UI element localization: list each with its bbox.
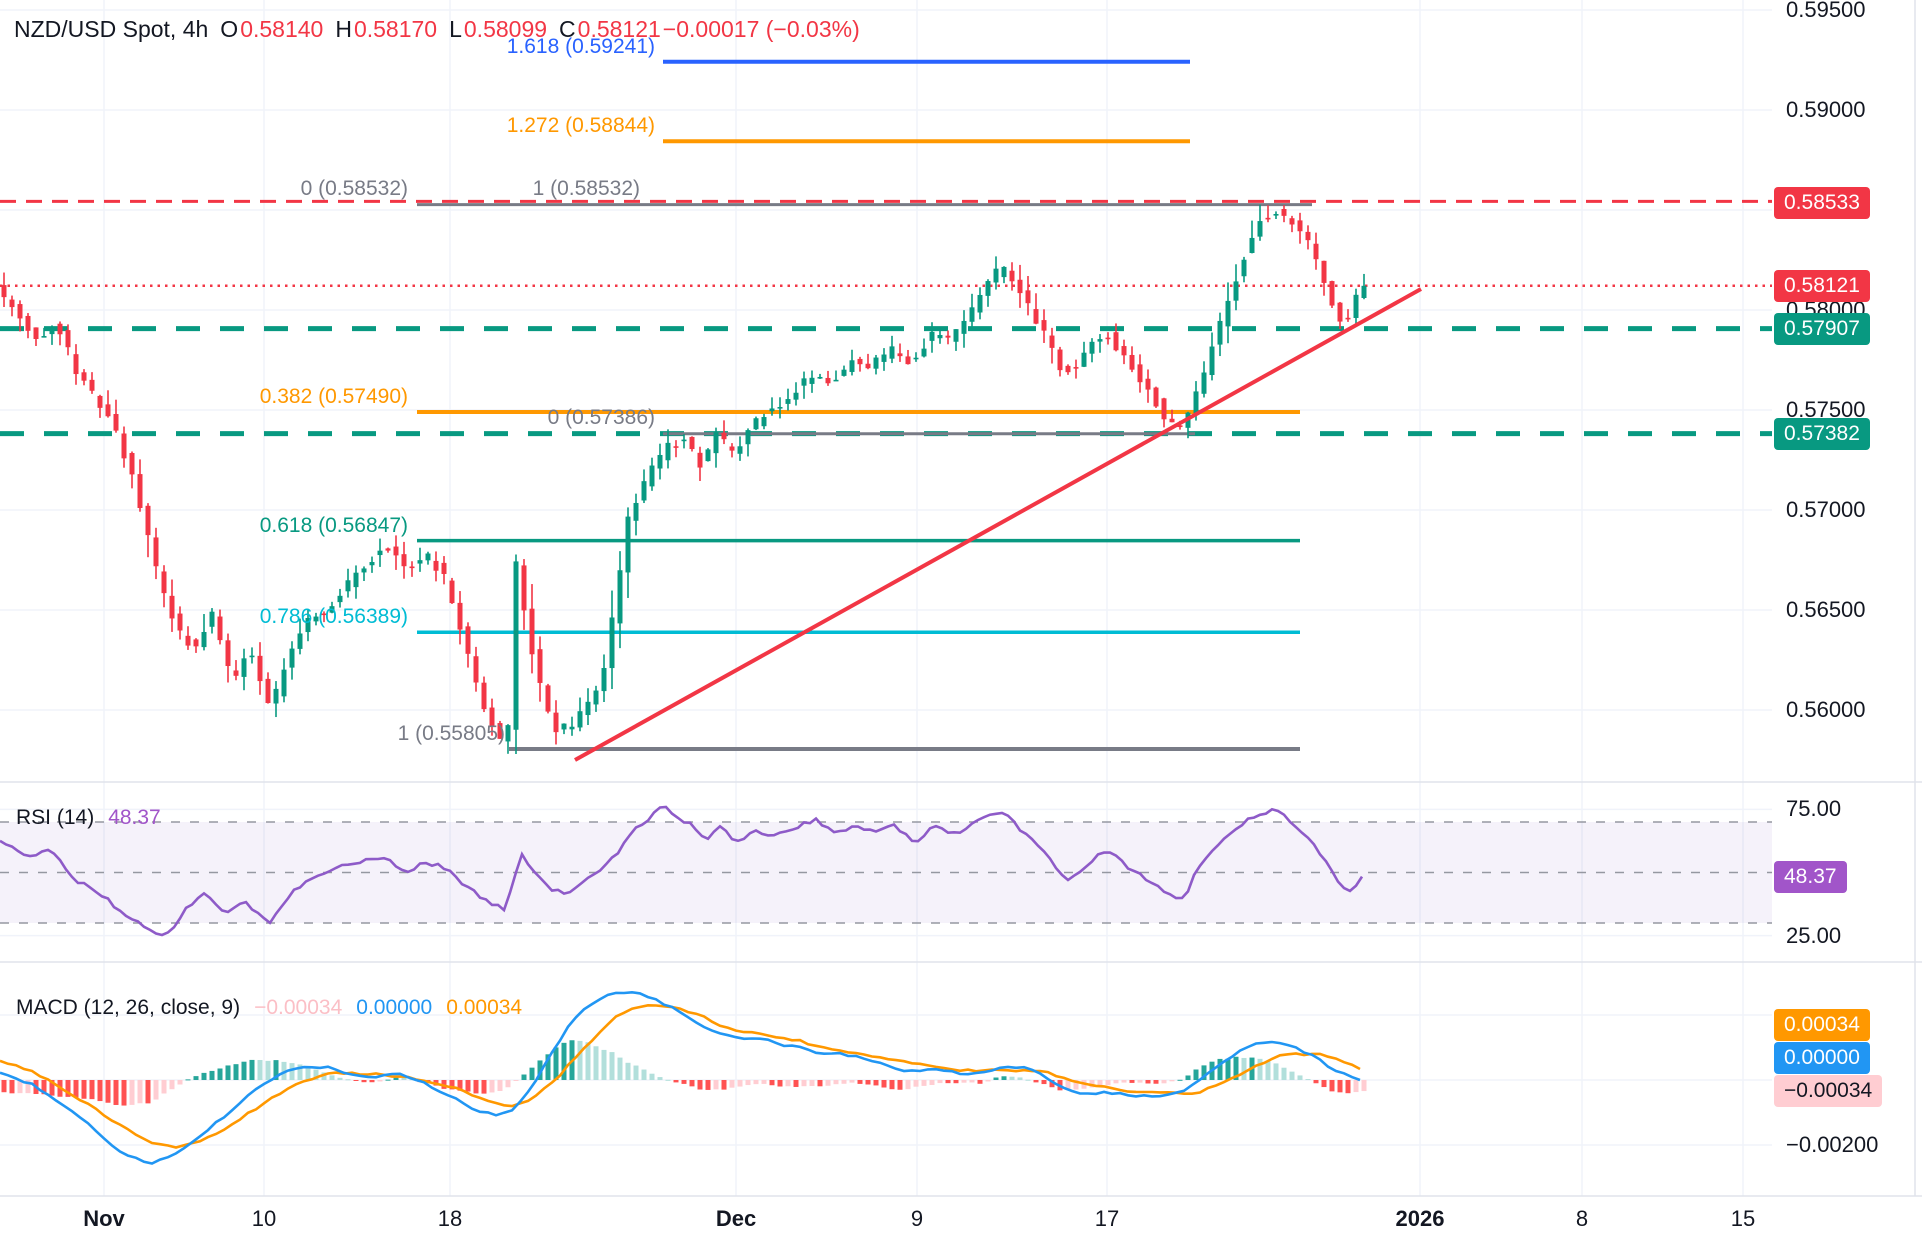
- time-axis-label-8: 8: [1575, 1206, 1589, 1231]
- fib-label-0.382-4[interactable]: 0.382 (0.57490): [259, 385, 408, 408]
- level-lines[interactable]: [0, 59, 1772, 751]
- time-axis-label-Dec: Dec: [715, 1206, 757, 1231]
- time-axis-label-2026: 2026: [1395, 1206, 1445, 1231]
- fib-label-1.618-0[interactable]: 1.618 (0.59241): [506, 34, 655, 58]
- macd-signal-line[interactable]: [0, 1003, 1361, 1149]
- fib-label-1.272-1[interactable]: 1.272 (0.58844): [506, 114, 655, 138]
- macd-hist-value: −0.00034: [254, 996, 343, 1019]
- symbol-legend[interactable]: NZD/USD Spot, 4h O0.58140 H0.58170 L0.58099…: [14, 16, 860, 43]
- price-axis-label-0.59000: 0.59000: [1786, 97, 1866, 122]
- rsi-label: RSI (14): [16, 806, 95, 829]
- time-axis-label-Nov: Nov: [83, 1206, 125, 1231]
- macd-axis-label-−0.00200: −0.00200: [1786, 1132, 1879, 1157]
- time-axis-label-17: 17: [1094, 1206, 1120, 1231]
- time-axis-label-10: 10: [251, 1206, 277, 1231]
- macd-label: MACD (12, 26, close, 9): [16, 996, 241, 1019]
- rsi-line[interactable]: [0, 805, 1364, 937]
- time-axis-label-15: 15: [1730, 1206, 1756, 1231]
- fib-label-0-2[interactable]: 0 (0.58532): [300, 176, 408, 200]
- axis-badge-0.00000: 0.00000: [1774, 1042, 1870, 1075]
- price-axis-label-0.59500: 0.59500: [1786, 0, 1866, 22]
- rsi-axis-label-25.00: 25.00: [1786, 922, 1842, 948]
- axis-badge-0.58533: 0.58533: [1774, 187, 1870, 220]
- time-axis-label-9: 9: [910, 1206, 924, 1231]
- high-label: H: [335, 16, 352, 42]
- axis-badge-0.57382: 0.57382: [1774, 417, 1870, 450]
- rsi-band: [0, 821, 1772, 924]
- macd-line[interactable]: [0, 990, 1361, 1165]
- open-value: 0.58140: [240, 16, 324, 42]
- close-label: C: [559, 16, 576, 42]
- low-value: 0.58099: [463, 16, 548, 42]
- macd-line-value: 0.00000: [356, 996, 433, 1019]
- axis-badge-0.58121: 0.58121: [1774, 269, 1870, 302]
- price-axis-label-0.57000: 0.57000: [1786, 497, 1866, 522]
- macd-histogram-layer: [1, 1040, 1367, 1106]
- trendline[interactable]: [574, 287, 1422, 762]
- close-value: 0.58121: [577, 16, 661, 42]
- rsi-legend[interactable]: RSI (14) 48.37: [16, 806, 161, 830]
- price-axis-label-0.56000: 0.56000: [1786, 697, 1866, 722]
- rsi-value: 48.37: [108, 806, 161, 829]
- price-scale-area[interactable]: [1774, 0, 1922, 1196]
- candles-layer: [1, 204, 1367, 754]
- symbol-title: NZD/USD Spot, 4h: [14, 16, 209, 42]
- axis-badge-48.37: 48.37: [1774, 860, 1847, 893]
- time-scale-area[interactable]: [0, 1196, 1922, 1246]
- high-value: 0.58170: [353, 16, 438, 42]
- fib-label-1-3[interactable]: 1 (0.58532): [532, 176, 640, 200]
- price-axis-label-0.56500: 0.56500: [1786, 597, 1866, 622]
- rsi-axis-label-75.00: 75.00: [1786, 796, 1842, 822]
- pane-separators: [0, 0, 1922, 1197]
- fib-label-0.786-7[interactable]: 0.786 (0.56389): [259, 605, 408, 629]
- fib-label-0.618-6[interactable]: 0.618 (0.56847): [259, 513, 408, 537]
- fib-label-1-8[interactable]: 1 (0.55805): [397, 722, 505, 745]
- axis-badge-−0.00034: −0.00034: [1774, 1075, 1883, 1108]
- macd-legend[interactable]: MACD (12, 26, close, 9) −0.00034 0.00000 0.…: [16, 996, 522, 1020]
- time-axis-label-18: 18: [437, 1206, 463, 1231]
- low-label: L: [449, 16, 462, 42]
- macd-signal-value: 0.00034: [446, 996, 523, 1019]
- change-value: −0.00017 (−0.03%): [662, 16, 860, 42]
- axis-badge-0.57907: 0.57907: [1774, 312, 1870, 345]
- open-label: O: [220, 16, 239, 42]
- axis-badge-0.00034: 0.00034: [1774, 1009, 1870, 1042]
- fib-label-0-5[interactable]: 0 (0.57386): [547, 405, 655, 429]
